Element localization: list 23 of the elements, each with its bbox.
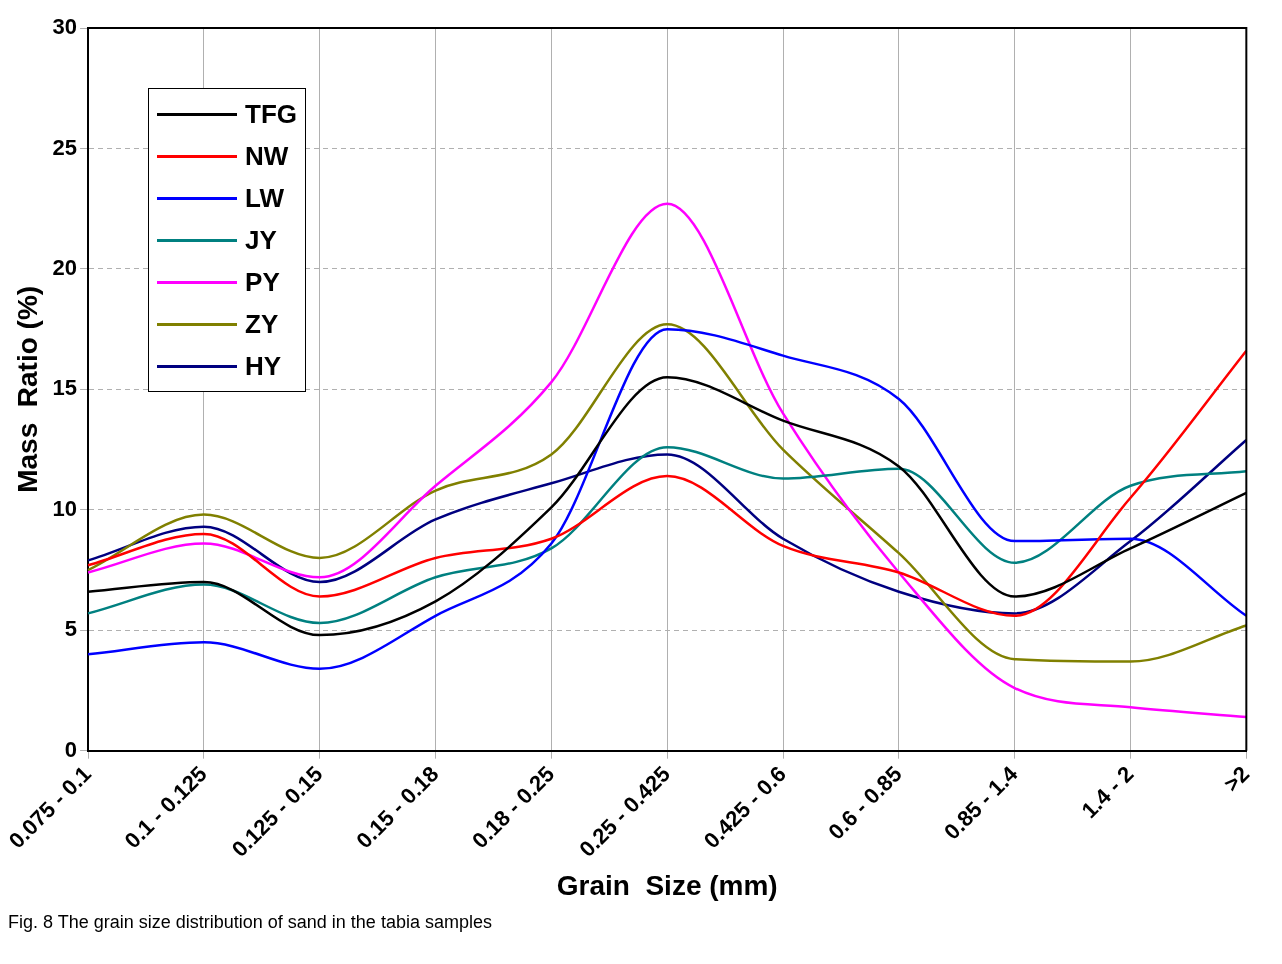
- y-tick-label: 20: [52, 254, 78, 280]
- legend-label: NW: [245, 140, 289, 172]
- y-tick-label: 30: [52, 14, 78, 40]
- legend-label: JY: [245, 224, 277, 256]
- legend-label: TFG: [245, 98, 298, 130]
- y-tick-label: 0: [64, 736, 78, 762]
- y-tick-label: 10: [52, 495, 78, 521]
- x-tick-label: 0.6 - 0.85: [823, 761, 907, 845]
- caption: Fig. 8 The grain size distribution of sand in the tabia samples: [8, 912, 493, 933]
- y-tick-label: 5: [64, 616, 78, 642]
- y-axis-title: Mass Ratio (%): [11, 285, 43, 493]
- x-tick-label: >2: [1218, 761, 1255, 797]
- x-tick-label: 0.18 - 0.25: [467, 761, 560, 854]
- x-axis-title: Grain Size (mm): [556, 869, 778, 901]
- line-series: [86, 349, 1248, 618]
- legend-label: HY: [245, 350, 282, 382]
- y-tick-label: 25: [52, 134, 78, 160]
- legend-label: ZY: [245, 308, 279, 340]
- x-tick-label: 1.4 - 2: [1076, 761, 1139, 823]
- y-tick-label: 15: [52, 375, 78, 401]
- legend-label: PY: [245, 266, 280, 298]
- x-tick-label: 0.15 - 0.18: [351, 761, 444, 854]
- legend-label: LW: [245, 182, 285, 214]
